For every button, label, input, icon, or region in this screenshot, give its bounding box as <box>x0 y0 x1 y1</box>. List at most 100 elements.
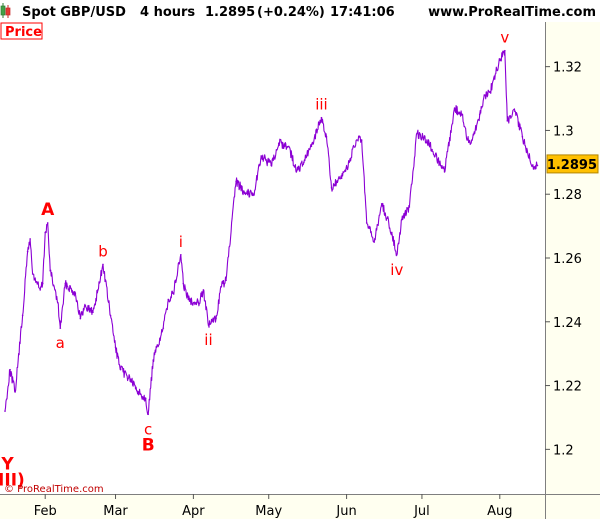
header-change: (+0.24%) <box>257 5 325 20</box>
price-point <box>187 298 190 301</box>
wave-label: i <box>179 233 183 251</box>
price-point <box>180 254 182 256</box>
x-tick-label: Jul <box>413 504 430 519</box>
price-point <box>79 317 82 320</box>
price-point <box>466 139 468 141</box>
y-tick-label: 1.28 <box>553 188 582 203</box>
price-point <box>167 298 170 301</box>
wave-label: ii <box>204 331 212 349</box>
price-point <box>84 305 87 307</box>
axis-corner <box>545 494 600 519</box>
price-point <box>129 378 132 380</box>
price-point <box>443 171 446 173</box>
copyright-label: © ProRealTime.com <box>4 484 104 495</box>
price-point <box>471 139 473 141</box>
price-point <box>355 139 358 141</box>
price-point <box>252 193 255 196</box>
price-point <box>31 273 34 275</box>
y-axis-area <box>545 22 600 494</box>
y-tick-label: 1.32 <box>553 61 582 76</box>
x-tick-label: Feb <box>34 504 57 519</box>
header-time: 17:41:06 <box>330 5 395 20</box>
price-point <box>225 279 227 282</box>
price-point <box>453 107 456 109</box>
price-point <box>202 289 205 291</box>
y-tick-label: 1.3 <box>553 124 574 139</box>
price-point <box>172 292 175 294</box>
price-point <box>220 285 222 288</box>
wave-label: a <box>56 334 65 352</box>
price-point <box>114 346 117 349</box>
price-point <box>521 136 524 138</box>
price-point <box>426 139 428 141</box>
price-series <box>4 49 539 416</box>
price-point <box>295 171 298 173</box>
price-point <box>92 311 94 314</box>
price-point <box>488 91 491 93</box>
header-price: 1.2895 <box>205 5 255 20</box>
price-point <box>182 282 185 285</box>
y-tick-label: 1.2 <box>553 443 574 458</box>
price-point <box>277 142 280 144</box>
price-point <box>380 202 383 205</box>
price-point <box>74 292 77 294</box>
wave-label: iv <box>390 261 403 279</box>
price-point <box>46 222 49 224</box>
y-tick-label: 1.24 <box>553 316 582 331</box>
price-point <box>207 324 210 326</box>
y-tick-label: 1.26 <box>553 252 582 267</box>
price-point <box>26 250 29 253</box>
price-point <box>401 218 403 221</box>
site-link[interactable]: www.ProRealTime.com <box>428 5 596 20</box>
price-point <box>119 368 122 371</box>
wave-label: A <box>41 200 55 220</box>
last-price-value: 1.2895 <box>547 158 597 173</box>
price-point <box>9 368 11 371</box>
price-point <box>478 113 481 116</box>
header-bar <box>0 0 600 22</box>
price-point <box>29 238 31 240</box>
price-point <box>416 132 418 135</box>
x-axis-area <box>0 494 545 519</box>
price-point <box>408 206 411 208</box>
price-point <box>14 391 16 393</box>
price-point <box>431 148 433 151</box>
y-tick-label: 1.22 <box>553 380 582 395</box>
price-point <box>320 116 323 119</box>
price-point <box>134 387 137 390</box>
price-point <box>365 222 368 224</box>
price-point <box>49 269 52 272</box>
instrument-name: Spot GBP/USD <box>22 5 126 20</box>
candle-icon <box>0 3 11 18</box>
price-panel-label: Price <box>5 25 42 40</box>
price-point <box>4 410 6 412</box>
x-tick-label: Mar <box>103 504 128 519</box>
price-point <box>260 155 262 157</box>
price-point <box>41 282 44 285</box>
price-point <box>235 180 237 183</box>
price-point <box>242 190 245 192</box>
wave-label: iii <box>315 96 328 114</box>
last-price-tag <box>546 154 599 174</box>
wave-label: B <box>142 435 155 455</box>
price-point <box>330 187 333 189</box>
price-point <box>152 359 155 361</box>
price-point <box>461 113 463 116</box>
price-point <box>303 161 305 164</box>
x-tick-label: Jun <box>335 504 356 519</box>
price-point <box>498 59 501 62</box>
price-point <box>360 139 363 141</box>
price-point <box>396 254 398 256</box>
price-point <box>514 110 516 113</box>
price-point <box>109 314 112 317</box>
price-point <box>97 289 99 291</box>
y-axis: 1.2 1.22 1.24 1.26 1.28 1.3 1.32 <box>545 61 582 458</box>
price-point <box>536 164 539 167</box>
wave-label: v <box>500 29 509 47</box>
x-tick-label: Aug <box>487 504 512 519</box>
x-tick-label: May <box>255 504 282 519</box>
price-point <box>348 161 350 164</box>
